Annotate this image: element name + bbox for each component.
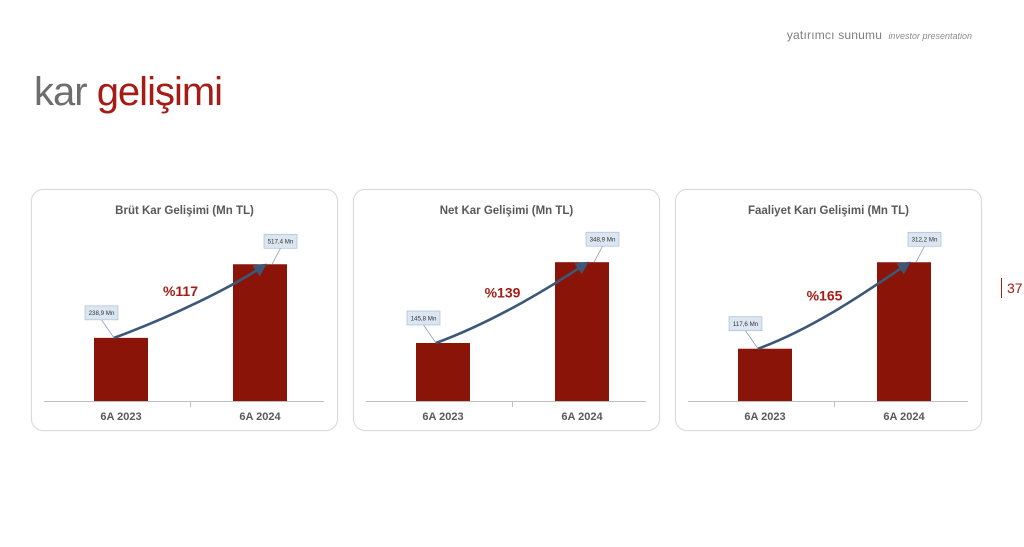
callout-box bbox=[585, 231, 620, 247]
callout-box bbox=[263, 233, 298, 249]
bar-6a-2024 bbox=[233, 264, 287, 401]
growth-arrow bbox=[757, 261, 911, 350]
chart-data-label: 238,9 Mn bbox=[89, 310, 115, 317]
chart-data-label: 145,8 Mn bbox=[411, 315, 437, 322]
data-callout: 145,8 Mn bbox=[406, 310, 441, 344]
callout-box bbox=[728, 316, 763, 332]
chart-title: Brüt Kar Gelişimi (Mn TL) bbox=[115, 205, 254, 217]
chart-panel-net-profit: Net Kar Gelişimi (Mn TL) 6A 2023 6A 2024 14… bbox=[353, 189, 660, 431]
x-tick-label: 6A 2024 bbox=[561, 411, 603, 423]
data-callout: 238,9 Mn bbox=[84, 305, 119, 339]
page-title-part2: gelişimi bbox=[96, 70, 223, 114]
callout-leader bbox=[423, 324, 437, 344]
bar-6a-2024 bbox=[555, 262, 609, 401]
callout-leader bbox=[593, 246, 603, 263]
callout-leader bbox=[101, 319, 115, 339]
data-callout: 312,2 Mn bbox=[907, 231, 942, 263]
net-profit-chart: Net Kar Gelişimi (Mn TL) 6A 2023 6A 2024 14… bbox=[366, 205, 646, 423]
callout-box bbox=[406, 310, 441, 326]
chart-data-label: 312,2 Mn bbox=[912, 237, 938, 244]
callout-box bbox=[907, 231, 942, 247]
page-title-part1: kar bbox=[34, 70, 97, 114]
bar-6a-2023 bbox=[94, 337, 148, 401]
growth-arrow bbox=[435, 261, 589, 345]
header-main-text: yatırımcı sunumu bbox=[786, 28, 883, 42]
presentation-header: yatırımcı sunumu investor presentation bbox=[787, 28, 972, 42]
chart-title: Faaliyet Karı Gelişimi (Mn TL) bbox=[748, 205, 909, 217]
data-callout: 117,6 Mn bbox=[728, 316, 763, 349]
growth-arrow bbox=[113, 263, 267, 340]
bar-6a-2024 bbox=[877, 262, 931, 401]
growth-percentage-label: %139 bbox=[485, 285, 521, 301]
chart-panel-operating-profit: Faaliyet Karı Gelişimi (Mn TL) 6A 2023 6A … bbox=[675, 189, 982, 431]
gross-profit-chart: Brüt Kar Gelişimi (Mn TL) 6A 2023 6A 2024 2… bbox=[44, 205, 324, 423]
callout-leader bbox=[745, 330, 759, 349]
x-tick-label: 6A 2024 bbox=[883, 411, 925, 423]
page-title: kar gelişimi bbox=[34, 70, 223, 115]
x-tick-label: 6A 2023 bbox=[100, 411, 141, 423]
growth-percentage-label: %117 bbox=[163, 283, 198, 299]
bar-6a-2023 bbox=[416, 342, 470, 401]
operating-profit-chart: Faaliyet Karı Gelişimi (Mn TL) 6A 2023 6A … bbox=[688, 205, 968, 423]
page-number: 37 bbox=[1001, 278, 1023, 298]
chart-panel-gross-profit: Brüt Kar Gelişimi (Mn TL) 6A 2023 6A 2024 2… bbox=[31, 189, 338, 431]
x-tick-label: 6A 2024 bbox=[239, 411, 281, 423]
callout-leader bbox=[271, 248, 281, 265]
callout-leader bbox=[915, 246, 925, 263]
chart-data-label: 348,9 Mn bbox=[590, 236, 616, 243]
data-callout: 517,4 Mn bbox=[263, 233, 298, 265]
x-tick-label: 6A 2023 bbox=[744, 411, 785, 423]
header-sub-text: investor presentation bbox=[888, 31, 972, 41]
chart-data-label: 117,6 Mn bbox=[733, 321, 759, 328]
chart-data-label: 517,4 Mn bbox=[268, 239, 294, 246]
x-tick-label: 6A 2023 bbox=[422, 411, 463, 423]
callout-box bbox=[84, 305, 119, 321]
bar-6a-2023 bbox=[738, 348, 792, 401]
chart-title: Net Kar Gelişimi (Mn TL) bbox=[440, 205, 574, 217]
data-callout: 348,9 Mn bbox=[585, 231, 620, 263]
growth-percentage-label: %165 bbox=[807, 287, 843, 303]
